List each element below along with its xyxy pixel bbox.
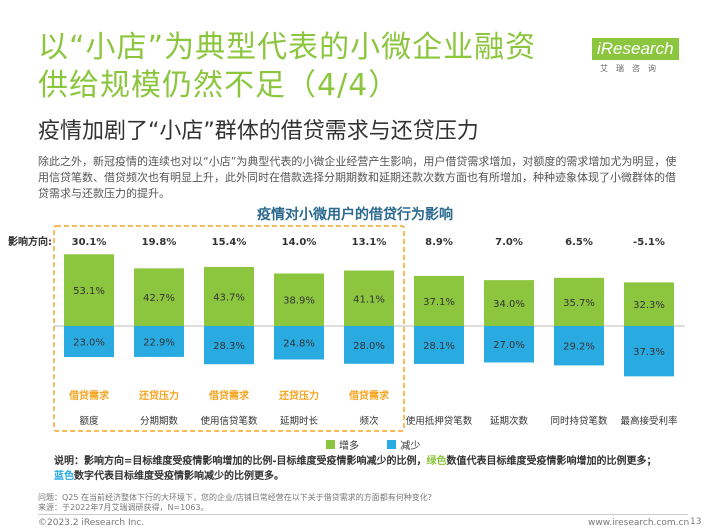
bar-increase-label: 38.9% [283, 296, 315, 307]
bar-increase [64, 254, 114, 326]
page-subtitle: 疫情加剧了“小店”群体的借贷需求与还贷压力 [38, 119, 479, 144]
bar-increase-label: 53.1% [73, 286, 105, 297]
page-title-line-1: 以“小店”为典型代表的小微企业融资 [38, 30, 537, 65]
note-text-a: 说明：影响方向=目标维度受疫情影响增加的比例-目标维度受疫情影响减少的比例， [54, 456, 427, 467]
legend-label-decrease: 减少 [400, 441, 421, 452]
note-text-b: 数值代表目标维度受疫情影响增加的比例更多； [446, 456, 657, 467]
direction-value: 8.9% [425, 237, 453, 248]
bar-increase [414, 275, 464, 326]
iresearch-logo: iResearch 艾瑞咨询 [592, 38, 682, 78]
category-label: 最高接受利率 [620, 415, 678, 427]
bar-decrease [554, 326, 604, 366]
direction-value: 15.4% [212, 237, 247, 248]
category-label: 频次 [359, 415, 379, 427]
direction-value: 6.5% [565, 237, 593, 248]
bar-increase [344, 270, 394, 326]
logo-text: iResearch [592, 38, 679, 60]
source-origin: 来源：于2022年7月艾瑞调研获得，N=1063。 [38, 503, 209, 512]
legend-swatch-decrease [387, 440, 397, 449]
bar-decrease [344, 326, 394, 364]
bar-decrease [624, 326, 674, 377]
footer-divider [38, 514, 688, 515]
bar-increase [274, 273, 324, 326]
category-label: 额度 [79, 415, 99, 427]
bar-decrease-label: 28.1% [423, 341, 455, 352]
bar-increase-label: 35.7% [563, 298, 595, 309]
category-label: 延期时长 [280, 415, 319, 427]
bar-decrease-label: 28.0% [353, 341, 385, 352]
chart-legend: 增多 减少 [326, 437, 420, 452]
note-text-c: 数字代表目标维度受疫情影响减少的比例更多。 [74, 471, 284, 482]
note-green-word: 绿色 [426, 456, 447, 467]
note-line-2: 蓝色数字代表目标维度受疫情影响减少的比例更多。 [54, 470, 694, 484]
bar-decrease-label: 22.9% [143, 337, 175, 348]
direction-label: 影响方向: [8, 235, 52, 248]
category-tag: 借贷需求 [208, 389, 250, 402]
source-question: 问题：Q25 在当前经济整体下行的大环境下，您的企业/店铺日常经营在以下关于借贷… [38, 493, 432, 502]
category-label: 同时持贷笔数 [550, 415, 608, 427]
body-paragraph: 除此之外，新冠疫情的连续也对以“小店”为典型代表的小微企业经营产生影响，用户借贷… [38, 155, 677, 200]
category-tag: 还贷压力 [138, 389, 179, 402]
direction-value: 19.8% [142, 237, 177, 248]
bar-increase-label: 32.3% [633, 300, 665, 311]
page-title-line-2: 供给规模仍然不足（4/4） [38, 68, 400, 103]
category-tag: 还贷压力 [278, 389, 319, 402]
footer-website: www.iresearch.com.cn [588, 518, 690, 528]
bar-decrease-label: 28.3% [213, 341, 245, 352]
direction-value: 14.0% [282, 237, 317, 248]
bar-decrease-label: 29.2% [563, 342, 595, 353]
direction-value: 7.0% [495, 237, 523, 248]
bar-increase [624, 282, 674, 326]
bar-decrease [274, 326, 324, 360]
bar-increase [554, 277, 604, 326]
highlight-box [53, 225, 405, 432]
bar-decrease-label: 37.3% [633, 347, 665, 358]
bar-increase [204, 267, 254, 326]
category-label: 分期期数 [140, 415, 179, 427]
logo-subtext: 艾瑞咨询 [600, 64, 664, 73]
legend-label-increase: 增多 [339, 441, 359, 452]
bar-decrease [134, 326, 184, 357]
bar-decrease [484, 326, 534, 363]
bar-decrease [204, 326, 254, 365]
chart-title: 疫情对小微用户的借贷行为影响 [257, 207, 453, 223]
category-tag: 借贷需求 [68, 389, 110, 402]
bar-increase-label: 34.0% [493, 299, 525, 310]
bar-increase-label: 41.1% [353, 294, 385, 305]
category-label: 使用抵押贷笔数 [406, 415, 473, 427]
bar-increase [134, 268, 184, 326]
category-label: 延期次数 [490, 415, 529, 427]
bar-decrease [64, 326, 114, 358]
legend-swatch-increase [326, 440, 335, 449]
note-line-1: 说明：影响方向=目标维度受疫情影响增加的比例-目标维度受疫情影响减少的比例，绿色… [54, 455, 694, 469]
footer-page-number: 13 [690, 517, 702, 527]
note-blue-word: 蓝色 [54, 471, 74, 482]
bar-decrease-label: 27.0% [493, 340, 525, 351]
bar-decrease-label: 23.0% [73, 338, 105, 349]
bar-increase-label: 42.7% [143, 293, 175, 304]
bar-increase [484, 280, 534, 326]
bar-increase-label: 37.1% [423, 297, 455, 308]
bar-decrease-label: 24.8% [283, 339, 315, 350]
direction-value: 30.1% [72, 237, 107, 248]
footer-copyright: ©2023.2 iResearch Inc. [38, 518, 145, 528]
category-tag: 借贷需求 [348, 389, 390, 402]
category-label: 使用信贷笔数 [200, 415, 258, 427]
bar-decrease [414, 326, 464, 364]
bar-increase-label: 43.7% [213, 293, 245, 304]
direction-value: -5.1% [633, 237, 665, 248]
direction-value: 13.1% [352, 237, 387, 248]
